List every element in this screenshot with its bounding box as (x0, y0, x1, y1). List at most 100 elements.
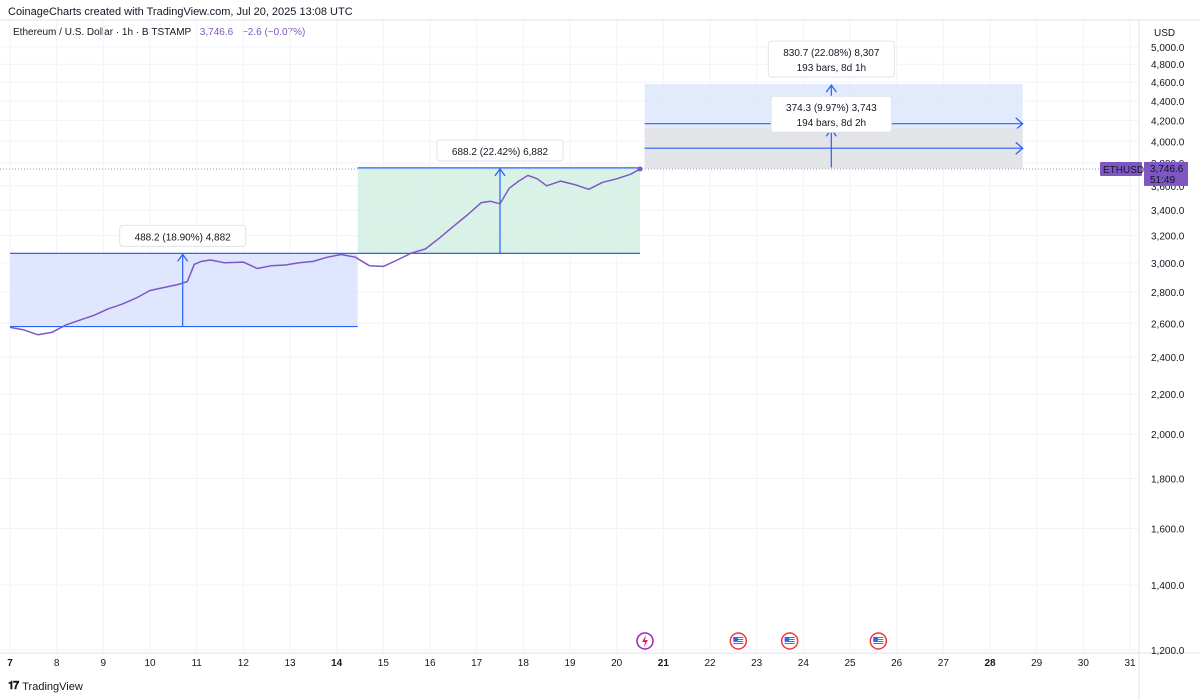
currency-label[interactable]: USD (1154, 28, 1176, 39)
us-flag-event-icon[interactable] (780, 632, 799, 650)
range-1-arrow-head (177, 253, 189, 262)
us-flag-event-icon[interactable] (869, 632, 888, 650)
range-1-label-box (119, 224, 247, 247)
tradingview-logo-icon: 𝟏𝟕 (8, 680, 19, 692)
time-tick-label: 22 (704, 658, 716, 669)
chart-background-layer (0, 19, 1200, 699)
time-tick-label: 18 (518, 658, 530, 669)
time-tick-label: 17 (471, 658, 483, 669)
time-tick-label: 24 (798, 658, 810, 669)
range-1[interactable] (10, 252, 358, 328)
price-line-layer (9, 166, 643, 336)
projection-blue-label-box (767, 40, 895, 78)
price-tick-label: 5,000.0 (1151, 43, 1185, 54)
time-tick-label: 10 (144, 658, 156, 669)
price-tick-label: 4,400.0 (1151, 97, 1185, 108)
price-tick-label: 1,400.0 (1151, 581, 1185, 592)
projection-grey[interactable] (644, 128, 1024, 169)
chart-attribution: CoinageCharts created with TradingView.c… (8, 6, 353, 18)
projection-blue-right-arrow-head (1015, 117, 1024, 131)
annotations-layer: 488.2 (18.90%) 4,882 688.2 (22.42%) 6,882… (119, 40, 895, 247)
time-tick-label: 28 (984, 658, 996, 669)
time-tick-label: 14 (331, 658, 343, 669)
us-flag-canton (873, 637, 878, 641)
ranges-layer (10, 83, 1024, 328)
us-flag-canton (733, 637, 738, 641)
projection-blue-label-text: 830.7 (22.08%) 8,307 (783, 48, 880, 59)
us-flag-stripe (733, 643, 744, 644)
symbol-legend[interactable]: Ethereum / U.S. Dollar · 1h · BITSTAMP 3… (13, 27, 305, 38)
time-tick-label: 25 (844, 658, 856, 669)
us-flag-stripe (733, 641, 744, 642)
time-tick-label: 7 (7, 658, 13, 669)
time-tick-label: 31 (1124, 658, 1136, 669)
projection-grey-label-text: 374.3 (9.97%) 3,743 (786, 103, 877, 114)
price-tick-label: 2,600.0 (1151, 319, 1185, 330)
price-tick-label: 3,400.0 (1151, 206, 1185, 217)
tradingview-logo-text: TradingView (22, 680, 83, 693)
range-1-label-text: 488.2 (18.90%) 4,882 (135, 232, 232, 243)
us-flag-stripe (733, 637, 744, 638)
price-tick-label: 2,000.0 (1151, 430, 1185, 441)
price-tag-layer: ETHUSD 3,746.6 51:49 (1100, 161, 1188, 186)
time-tick-label: 16 (424, 658, 436, 669)
price-tick-label: 2,800.0 (1151, 288, 1185, 299)
range-2-arrow-head (494, 167, 506, 177)
range-2-label-box (436, 139, 564, 162)
us-flag-canton (784, 637, 790, 641)
last-price-dot (637, 166, 643, 172)
time-tick-label: 23 (751, 658, 763, 669)
symbol-tag-bg (1100, 161, 1142, 176)
price-tag-price: 3,746.6 (1150, 164, 1184, 175)
projection-blue-label-text: 193 bars, 8d 1h (797, 63, 867, 74)
symbol-description[interactable]: Ethereum / U.S. Dollar · 1h · BITSTAMP (13, 27, 192, 38)
projection-grey-label-box (770, 95, 893, 133)
us-flag-stripe (873, 639, 884, 640)
lightning-glyph (642, 635, 648, 647)
time-tick-label: 26 (891, 658, 903, 669)
price-tick-label: 1,200.0 (1151, 646, 1185, 657)
range-1-fill (10, 253, 358, 327)
price-tick-label: 4,800.0 (1151, 60, 1185, 71)
time-tick-label: 13 (284, 658, 296, 669)
time-tick-label: 11 (191, 658, 202, 669)
time-tick-label: 29 (1031, 658, 1043, 669)
legend-price-change: −2.6 (−0.07%) (241, 27, 306, 38)
time-tick-label: 21 (658, 658, 670, 669)
tradingview-logo[interactable]: 𝟏𝟕 TradingView (8, 680, 83, 693)
time-tick-label: 27 (938, 658, 950, 669)
us-flag-event-icon[interactable] (729, 632, 748, 650)
price-tick-label: 4,200.0 (1151, 117, 1185, 128)
range-2-fill (357, 167, 640, 254)
time-tick-label: 30 (1078, 658, 1090, 669)
price-axis: 1,200.0 1,400.0 1,600.0 1,800.0 2,000.0 2,200… (1151, 43, 1185, 657)
time-tick-label: 20 (611, 658, 623, 669)
ethusd-price-line[interactable] (9, 168, 641, 336)
legend-last-price: 3,746.6 (199, 27, 234, 38)
price-tick-label: 2,200.0 (1151, 390, 1185, 401)
symbol-tag-text: ETHUSD (1103, 165, 1144, 176)
price-tick-label: 1,600.0 (1151, 524, 1185, 535)
us-flag-stripe (873, 643, 884, 644)
lightning-event-icon[interactable] (636, 632, 654, 650)
time-tick-label: 15 (378, 658, 390, 669)
time-axis: 7 8 9 10 11 12 13 14 15 16 17 18 19 20 21 22 23 24 25 26 27 2… (7, 658, 1136, 669)
us-flag-stripe (784, 643, 795, 644)
time-tick-label: 12 (238, 658, 250, 669)
us-flag-stripe (784, 639, 795, 640)
range-2-label-text: 688.2 (22.42%) 6,882 (452, 147, 549, 158)
price-tick-label: 2,400.0 (1151, 353, 1185, 364)
us-flag-stripe (873, 637, 884, 638)
us-flag-stripe (873, 641, 884, 642)
events-layer (636, 632, 888, 650)
range-2[interactable] (357, 167, 640, 254)
price-tick-label: 1,800.0 (1151, 475, 1185, 486)
price-tag-bg (1144, 161, 1188, 186)
us-flag-stripe (733, 639, 744, 640)
price-tick-label: 3,000.0 (1151, 259, 1185, 270)
projection-grey-label-text: 194 bars, 8d 2h (797, 118, 867, 129)
price-tick-label: 4,000.0 (1151, 137, 1185, 148)
price-tick-label: 4,600.0 (1151, 78, 1185, 89)
